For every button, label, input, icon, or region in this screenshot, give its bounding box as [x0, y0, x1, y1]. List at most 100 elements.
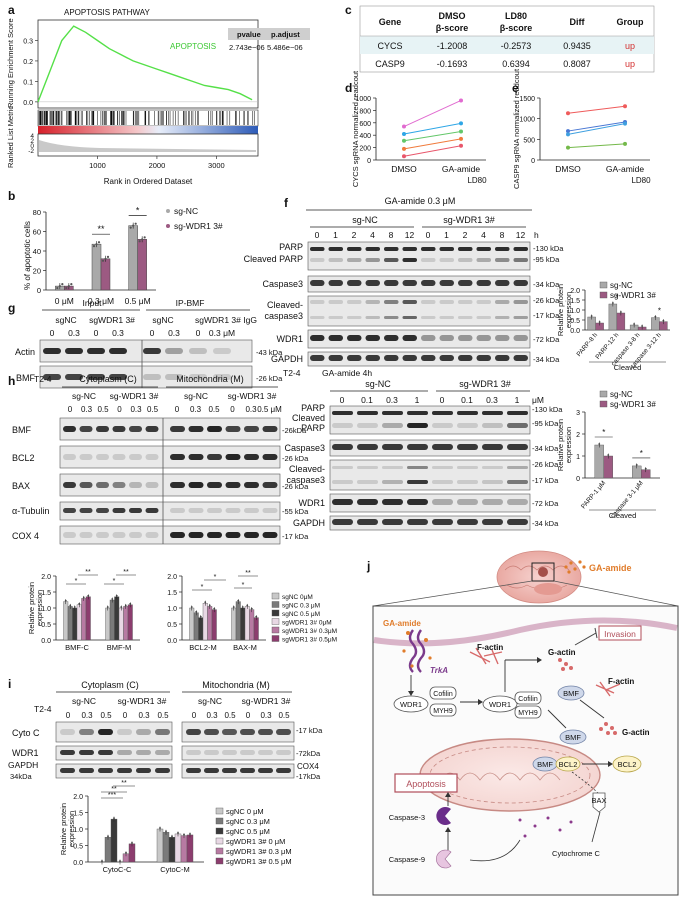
bar-ytick-label: 1 [576, 454, 580, 461]
dose-label: 0.3 [386, 395, 398, 405]
legend-swatch [215, 827, 224, 835]
legend-swatch [599, 281, 608, 289]
band-caspase3 [513, 280, 528, 286]
band-cleaved-caspase3-17 [347, 316, 362, 319]
band-cox4 [225, 532, 241, 538]
paired-point [459, 143, 463, 148]
band-bcl2 [207, 454, 222, 460]
table-header: Diff [570, 17, 586, 27]
band-cleaved-parp [402, 258, 417, 262]
blot-h-cell-line: T2-4 [34, 374, 52, 384]
blot-h-dose: 0.3 [81, 405, 93, 414]
time-label: 12 [405, 230, 415, 240]
paired-line [567, 105, 626, 114]
band-cleaved-parp [407, 423, 428, 428]
kda-label: -26 kDa [533, 296, 560, 305]
band-bax [262, 482, 278, 488]
legend-label: sg-NC [610, 281, 633, 290]
band-parp [457, 411, 478, 415]
blot-i-dose: 0.3 [138, 711, 150, 720]
paired-ytick-label: 1500 [519, 96, 535, 103]
blot-h-dose: 0.5 [208, 405, 220, 414]
bar-ytick-label: 1.5 [570, 298, 580, 305]
blot-h-dose: 0.3 [130, 405, 142, 414]
band-bmf [170, 426, 185, 432]
band-bcl2 [63, 454, 76, 460]
coip-dose: 0 [196, 328, 201, 338]
quant-bar [244, 606, 250, 641]
paired-point [459, 136, 463, 141]
legend-swatch [215, 847, 224, 855]
quant-point [69, 604, 72, 607]
quant-bar [608, 303, 618, 331]
quant-point [598, 443, 601, 445]
blot-f2-group-sgwdr1: sg-WDR1 3# [459, 379, 511, 389]
paired-ytick-label: 1000 [519, 117, 535, 124]
panel-d-cycs-plot: d 0 200 400 600 800 1000 DMSO GA-amide CYCS sgR… [345, 70, 487, 187]
quant-ylabel: expression [564, 427, 573, 463]
bar-ytick-label: 1.0 [167, 606, 177, 613]
bar-ytick-label: 2.0 [41, 574, 51, 581]
band-bax [129, 482, 142, 488]
legend-swatch [599, 400, 608, 408]
gsea-ylabel-top: Running Enrichment Score [6, 18, 15, 108]
gsea-rank-axis: 420-2 1000 2000 3000 [28, 133, 225, 170]
band-cleaved-caspase3-26 [365, 300, 380, 304]
band-tubulin [63, 508, 76, 513]
blot-f2-strip-wdr1 [329, 493, 531, 513]
band-loading [79, 768, 94, 773]
data-point [61, 283, 64, 286]
band-gapdh [482, 519, 503, 525]
band-bax [145, 482, 159, 488]
band-gapdh [439, 355, 454, 361]
quant-bar [118, 607, 124, 641]
quant-point [619, 311, 622, 313]
band-caspase3 [357, 444, 378, 450]
bar-ytick-label: 0 [576, 476, 580, 483]
group-label: Cleaved [609, 511, 637, 520]
band-cleaved-parp [332, 423, 353, 428]
blot-f2-dose-labels: 0 0.1 0.3 1 0 0.1 0.3 1 μM [340, 395, 544, 405]
schematic-myh9-a: MYH9 [433, 708, 453, 715]
band-gapdh [382, 519, 403, 525]
blot-f2-cell-line: T2-4 [283, 368, 301, 378]
sig-mark: * [201, 584, 204, 591]
time-label: 0 [426, 230, 431, 240]
band-wdr1 [222, 750, 237, 755]
band-bax [170, 482, 185, 488]
band-caspase3 [458, 280, 473, 286]
sig-mark: ** [123, 569, 129, 576]
quant-bar [249, 609, 255, 641]
band-cox4 [262, 532, 278, 538]
band-bcl2 [129, 454, 142, 460]
table-cell: -0.1693 [437, 59, 468, 69]
band-wdr1 [60, 750, 75, 755]
quant-point [129, 602, 132, 605]
band-parp [482, 411, 503, 415]
bar-ytick-label: 2.0 [167, 574, 177, 581]
band-actin [87, 348, 105, 354]
schematic-factin-top: F-actin [477, 643, 503, 652]
quant-bar [193, 612, 199, 641]
band-bmf [145, 426, 159, 432]
band-parp [382, 411, 403, 415]
quant-point [125, 851, 127, 854]
coip-dose: 0.3 [168, 328, 180, 338]
band-wdr1 [457, 499, 478, 505]
band-cleaved-caspase3-17 [310, 316, 325, 319]
band-caspase3 [421, 280, 436, 286]
quant-point [73, 606, 76, 608]
band-tubulin [188, 508, 204, 513]
paired-ytick-label: 1000 [355, 96, 371, 103]
b-ytick-label: 40 [33, 247, 41, 256]
band-gapdh [513, 355, 528, 361]
quant-bar [207, 606, 213, 641]
b-ytick-label: 20 [33, 267, 41, 276]
blot-f2-treatment: GA-amide 4h [322, 368, 372, 378]
quant-point [115, 594, 118, 597]
quant-point [189, 833, 191, 835]
table-row-bg [360, 36, 654, 54]
panel-label-a: a [8, 3, 15, 17]
bar-ytick-label: 1.5 [167, 590, 177, 597]
